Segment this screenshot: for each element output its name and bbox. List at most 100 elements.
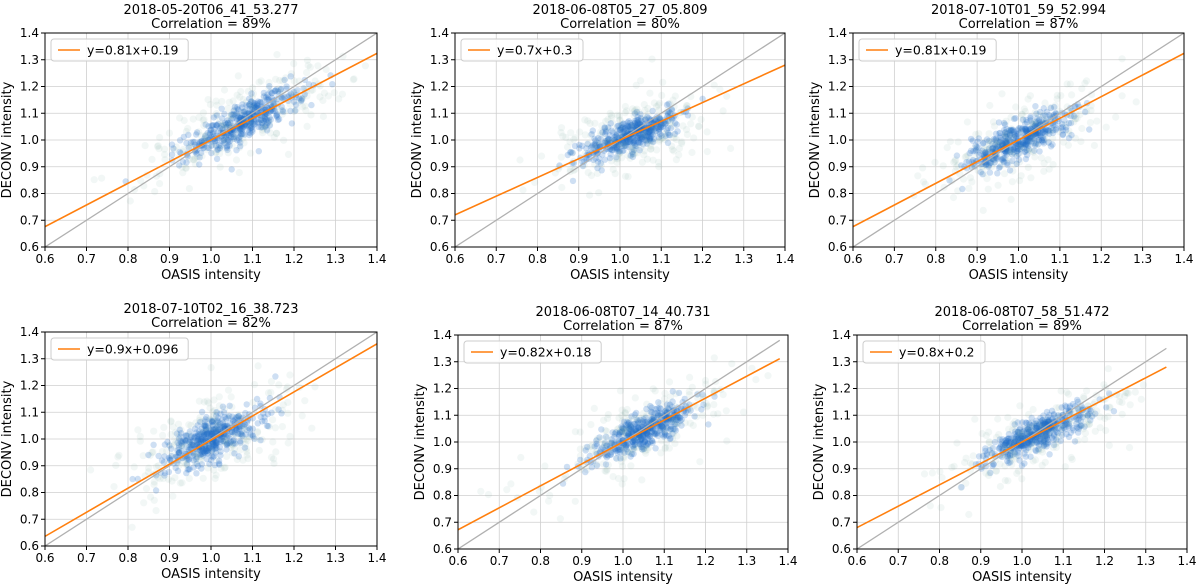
scatter-point [1003,151,1010,158]
scatter-point [1028,422,1036,429]
scatter-point [968,178,976,186]
scatter-point [1031,153,1039,161]
scatter-point [599,128,607,136]
scatter-point [215,426,222,433]
scatter-point [196,161,203,168]
scatter-point [615,148,624,156]
scatter-point [237,430,245,437]
scatter-point [629,153,637,161]
scatter-point [180,116,188,125]
scatter-point [175,444,183,451]
scatter-point [1081,108,1089,116]
scatter-point [994,154,1001,161]
scatter-point [264,116,271,123]
scatter-point [204,464,212,472]
scatter-point [279,95,287,102]
scatter-point [188,432,195,440]
scatter-point [1131,388,1139,396]
scatter-point [259,123,266,131]
scatter-point [1059,123,1066,131]
scatter-point [563,143,572,151]
scatter-point [221,138,229,146]
scatter-point [639,445,647,453]
y-tick-label: 0.7 [430,213,449,227]
scatter-point [673,414,680,421]
scatter-point [204,447,211,455]
scatter-point [178,439,186,447]
scatter-point [1011,431,1019,438]
scatter-point [155,145,163,153]
scatter-point [249,126,256,133]
scatter-point [630,420,637,428]
scatter-point [603,427,611,435]
scatter-point [588,143,595,150]
scatter-point [262,94,270,101]
scatter-point [1066,420,1074,428]
scatter-point [1016,426,1023,433]
scatter-point [273,129,281,137]
scatter-point [267,453,276,461]
scatter-point [653,146,661,154]
scatter-point [1008,426,1017,434]
scatter-point [637,433,644,440]
scatter-point [630,107,638,116]
scatter-point [1038,448,1047,456]
scatter-point [209,418,216,426]
scatter-point [1057,422,1065,430]
scatter-point [681,412,689,419]
scatter-point [169,492,177,500]
scatter-point [199,429,206,436]
scatter-point [1086,410,1093,418]
scatter-point [278,406,286,414]
scatter-point [249,432,257,440]
scatter-point [537,152,546,160]
scatter-point [643,136,650,143]
scatter-point [642,418,649,426]
scatter-point [985,137,993,144]
scatter-point [562,133,570,141]
scatter-point [1061,421,1069,428]
scatter-point [950,158,958,166]
scatter-point [213,122,221,129]
scatter-point [255,119,262,127]
scatter-point [619,426,627,434]
scatter-point [1064,419,1072,427]
scatter-point [235,113,242,121]
scatter-point [189,115,197,123]
scatter-point [639,424,647,431]
scatter-point [644,435,651,442]
scatter-point [284,439,292,447]
scatter-point [1065,420,1072,427]
scatter-point [223,446,230,453]
scatter-point [702,380,710,388]
scatter-point [1059,127,1067,134]
scatter-point [619,453,628,461]
scatter-point [656,404,663,412]
scatter-point [1036,421,1043,429]
scatter-point [1012,115,1019,122]
scatter-point [219,138,226,145]
scatter-point [651,428,659,435]
scatter-point [1044,431,1052,439]
scatter-point [1001,132,1009,140]
scatter-point [1009,451,1016,458]
y-axis-label: DECONV intensity [0,81,15,198]
scatter-point [174,439,181,446]
scatter-point [1063,80,1071,88]
scatter-point [194,436,201,444]
scatter-point [1019,430,1027,439]
legend: y=0.82x+0.18 [463,340,602,364]
scatter-point [626,119,634,127]
scatter-point [185,144,192,151]
legend: y=0.81x+0.19 [858,38,997,62]
scatter-point [273,111,280,119]
scatter-point [172,439,180,447]
scatter-point [275,116,283,123]
scatter-point [251,435,258,442]
scatter-point [606,109,614,117]
scatter-point [155,452,162,460]
scatter-point [658,423,666,430]
scatter-point [210,417,217,425]
scatter-point [1066,80,1074,88]
scatter-point [1040,105,1048,112]
